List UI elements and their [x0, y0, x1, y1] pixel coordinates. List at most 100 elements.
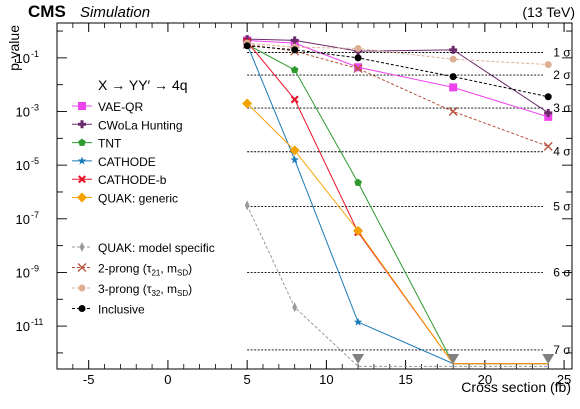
series — [242, 35, 555, 367]
data-point — [290, 155, 299, 164]
data-point — [243, 35, 252, 44]
series-line — [246, 205, 549, 367]
y-tick-label: 10 — [16, 319, 30, 334]
data-point — [448, 107, 458, 116]
sigma-label: 2 σ — [553, 68, 571, 82]
floor-marker — [352, 354, 365, 364]
series-3-prong-32-msd — [243, 39, 552, 69]
data-point — [78, 175, 86, 184]
data-point — [290, 95, 299, 104]
sigma-label: 5 σ — [553, 199, 571, 213]
y-tick-exponent: -3 — [31, 103, 39, 113]
data-point — [449, 73, 457, 81]
x-tick-label: 15 — [398, 372, 412, 387]
data-point — [544, 108, 553, 117]
data-point — [290, 36, 299, 45]
legend-label: CWoLa Hunting — [98, 118, 183, 132]
legend-label: TNT — [98, 137, 122, 151]
data-point — [543, 141, 553, 151]
data-point — [77, 263, 87, 272]
x-tick-label: 20 — [478, 372, 492, 387]
data-point — [78, 305, 86, 312]
data-point — [242, 98, 253, 109]
y-axis-label: p-value — [6, 25, 22, 71]
y-tick-label: 10 — [16, 51, 30, 66]
legend-label: VAE-QR — [98, 100, 143, 114]
series-cathode — [242, 40, 549, 365]
data-point — [289, 145, 300, 156]
floor-marker — [542, 354, 555, 364]
series-quak-model-specific — [244, 200, 549, 367]
legend: X → YY′ → 4q VAE-QR CWoLa Hunting TNT CATHO… — [72, 77, 215, 317]
sigma-label: 4 σ — [553, 145, 571, 159]
series-line — [247, 43, 549, 147]
data-point — [544, 61, 552, 69]
sigma-label: 3 σ — [553, 101, 571, 115]
floor-marker — [447, 354, 460, 364]
data-point — [353, 317, 363, 326]
legend-label: 3-prong (τ32, mSD) — [98, 282, 192, 298]
series-line — [246, 44, 549, 365]
y-tick-exponent: -7 — [31, 210, 39, 220]
data-point — [449, 45, 458, 54]
data-point — [78, 138, 86, 146]
legend-label: Inclusive — [98, 303, 145, 317]
legend-label: QUAK: model specific — [98, 241, 215, 255]
y-tick-exponent: -1 — [31, 49, 39, 59]
data-point — [78, 284, 86, 292]
plot-frame — [56, 22, 573, 370]
data-point — [244, 200, 250, 211]
series-inclusive — [243, 42, 552, 101]
series-quak-generic — [242, 98, 549, 365]
series-line — [246, 44, 549, 365]
y-tick-label: 10 — [16, 158, 30, 173]
x-tick-label: 0 — [164, 372, 171, 387]
data-point — [544, 112, 553, 121]
sigma-label: 1 σ — [553, 46, 571, 60]
legend-label: QUAK: generic — [98, 192, 178, 206]
y-tick-label: 10 — [16, 105, 30, 120]
data-point — [78, 102, 86, 110]
y-tick-exponent: -5 — [31, 156, 39, 166]
sigma-label: 7 σ — [553, 343, 571, 357]
data-point — [354, 178, 362, 186]
data-point — [291, 46, 299, 54]
data-point — [354, 44, 362, 52]
legend-title: X → YY′ → 4q — [98, 77, 188, 93]
data-point — [243, 42, 251, 50]
legend-label: CATHODE — [98, 155, 156, 169]
x-tick-label: -5 — [83, 372, 95, 387]
series-line — [246, 41, 549, 365]
legend-label: 2-prong (τ21, mSD) — [98, 262, 192, 278]
data-point — [449, 83, 458, 92]
simulation-label: Simulation — [80, 4, 150, 21]
y-tick-label: 10 — [16, 265, 30, 280]
data-point — [449, 55, 457, 63]
data-point — [354, 63, 363, 72]
series-2-prong-21-msd — [242, 39, 553, 151]
data-point — [292, 302, 298, 313]
series-line — [246, 103, 549, 365]
data-point — [77, 156, 87, 165]
data-point — [353, 225, 364, 236]
data-point — [354, 54, 362, 62]
experiment-label: CMS — [28, 2, 66, 21]
series-cathode-b — [243, 37, 549, 365]
energy-label: (13 TeV) — [522, 4, 575, 20]
data-point — [290, 65, 299, 74]
data-point — [79, 242, 85, 252]
data-point — [77, 192, 87, 203]
x-tick-label: 25 — [557, 372, 571, 387]
series-tnt — [243, 40, 549, 365]
y-tick-label: 10 — [16, 212, 30, 227]
data-point — [544, 93, 552, 101]
y-tick-exponent: -11 — [31, 317, 43, 327]
legend-label: CATHODE-b — [98, 173, 167, 187]
x-axis-label: Cross section (fb) — [461, 379, 571, 395]
x-tick-label: 10 — [319, 372, 333, 387]
data-point — [78, 120, 86, 129]
data-point — [353, 64, 363, 74]
y-tick-exponent: -9 — [31, 263, 39, 273]
